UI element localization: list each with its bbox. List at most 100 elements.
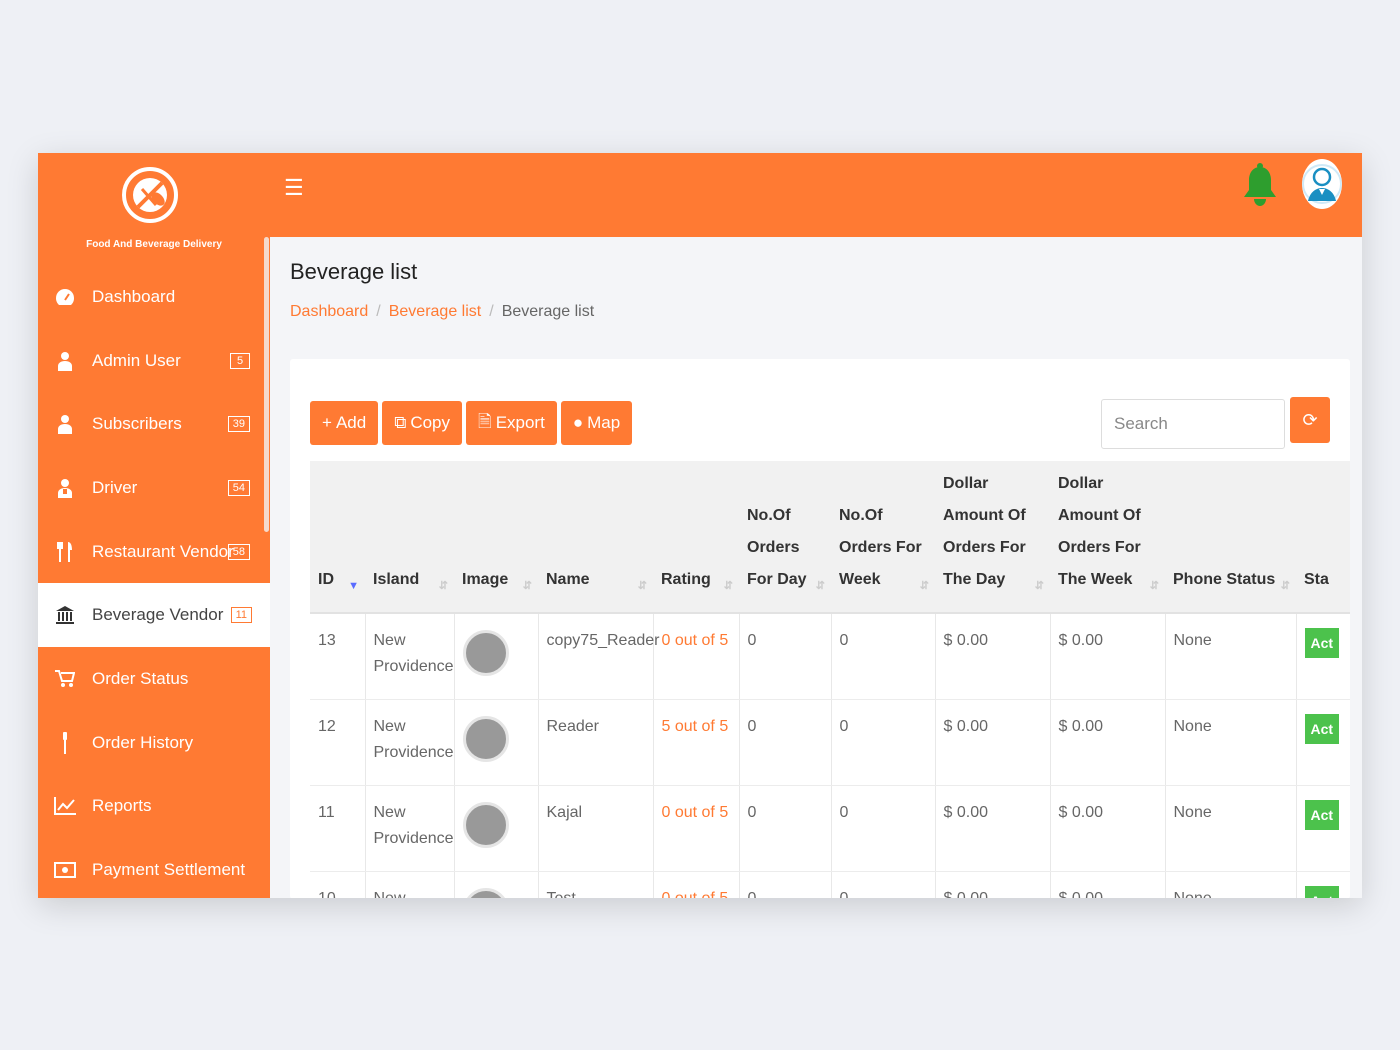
column-header-orders-day[interactable]: No.Of Orders For Day ⇵ [739, 461, 831, 614]
sidebar-item-label: Admin User [92, 350, 181, 370]
column-header-rating[interactable]: Rating ⇵ [653, 461, 739, 614]
column-header-amount-week[interactable]: Dollar Amount Of Orders For The Week ⇵ [1050, 461, 1165, 614]
sort-icon[interactable]: ⇵ [1149, 580, 1159, 592]
cell-amount-day: $ 0.00 [935, 871, 1051, 898]
count-badge: 5 [230, 352, 250, 369]
cell-orders-week: 0 [831, 699, 936, 786]
copy-button-label: Copy [410, 413, 451, 432]
breadcrumb-separator: / [376, 303, 381, 320]
column-header-phone-status[interactable]: Phone Status ⇵ [1165, 461, 1296, 614]
cell-orders-week: 0 [831, 871, 936, 898]
cell-island: New Providence [365, 699, 455, 786]
column-header-label: Rating [661, 571, 711, 588]
cell-amount-day: $ 0.00 [935, 699, 1051, 786]
column-header-label: ID [318, 571, 334, 588]
column-header-status[interactable]: Sta [1296, 461, 1350, 614]
sort-icon[interactable]: ⇵ [1280, 580, 1290, 592]
status-badge[interactable]: Act [1304, 799, 1340, 830]
sidebar-item-subscribers[interactable]: Subscribers 39 [38, 392, 270, 456]
column-header-label: Sta [1304, 571, 1329, 588]
cell-orders-week: 0 [831, 785, 936, 872]
sort-icon[interactable]: ⇵ [438, 580, 448, 592]
sort-icon[interactable]: ⇵ [723, 580, 733, 592]
sidebar-item-order-history[interactable]: Order History [38, 711, 270, 775]
cell-status: Act [1296, 871, 1350, 898]
sidebar-item-driver[interactable]: Driver 54 [38, 456, 270, 520]
cell-amount-day: $ 0.00 [935, 785, 1051, 872]
table-row[interactable]: 10 New Test 0 out of 5 0 0 $ 0.00 $ 0.00… [310, 871, 1350, 898]
hamburger-icon[interactable]: ☰ [284, 175, 304, 200]
column-header-orders-week[interactable]: No.Of Orders For Week ⇵ [831, 461, 935, 614]
status-badge[interactable]: Act [1304, 628, 1340, 658]
refresh-icon[interactable]: ⟳ [1290, 397, 1330, 443]
column-header-name[interactable]: Name ⇵ [538, 461, 653, 614]
cell-id: 10 [310, 871, 366, 898]
add-button-label: Add [335, 413, 367, 432]
table-row[interactable]: 13 New Providence copy75_Reader 0 out of… [310, 613, 1350, 700]
cell-phone-status: None [1165, 785, 1297, 872]
chart-icon [54, 795, 76, 817]
export-button[interactable]: 🗎 Export [466, 401, 557, 445]
status-badge[interactable]: Act [1304, 885, 1340, 898]
sidebar-item-beverage-vendor[interactable]: Beverage Vendor 11 [38, 583, 270, 648]
add-button[interactable]: + Add [310, 401, 379, 445]
cell-amount-week: $ 0.00 [1050, 871, 1166, 898]
user-icon [54, 413, 76, 435]
column-header-image[interactable]: Image ⇵ [454, 461, 538, 614]
dashboard-icon [54, 286, 76, 308]
sort-desc-icon[interactable]: ▼ [348, 580, 359, 592]
sidebar-item-admin-user[interactable]: Admin User 5 [38, 329, 270, 393]
vendor-image-icon[interactable] [462, 801, 509, 848]
user-avatar-icon[interactable] [1302, 159, 1342, 209]
sort-icon[interactable]: ⇵ [815, 580, 825, 592]
cell-rating: 0 out of 5 [653, 871, 740, 898]
vendor-image-icon[interactable] [462, 887, 509, 898]
copy-button[interactable]: ⧉ Copy [382, 401, 463, 445]
beverage-table: ID ▼ Island ⇵ Image ⇵ Name ⇵ Rating ⇵ No.Of O… [310, 461, 1350, 898]
column-header-amount-day[interactable]: Dollar Amount Of Orders For The Day ⇵ [935, 461, 1050, 614]
cell-id: 11 [310, 785, 366, 872]
sort-icon[interactable]: ⇵ [919, 580, 929, 592]
column-header-label: Dollar Amount Of Orders For The Week [1058, 475, 1141, 588]
map-button[interactable]: ● Map [560, 401, 633, 445]
sort-icon[interactable]: ⇵ [522, 580, 532, 592]
beverage-list-card: + Add ⧉ Copy 🗎 Export ● Map ⟳ [290, 359, 1350, 898]
vendor-image-icon[interactable] [462, 630, 509, 676]
plus-icon: + [322, 413, 332, 432]
cart-icon [54, 668, 76, 690]
sidebar-item-order-status[interactable]: Order Status [38, 647, 270, 711]
cell-status: Act [1296, 699, 1350, 786]
column-header-island[interactable]: Island ⇵ [365, 461, 454, 614]
sidebar-item-label: Payment Settlement [92, 860, 246, 880]
sidebar-item-payment-settlement[interactable]: Payment Settlement [38, 838, 270, 898]
column-header-label: Name [546, 571, 590, 588]
column-header-id[interactable]: ID ▼ [310, 461, 365, 614]
breadcrumb-dashboard[interactable]: Dashboard [290, 303, 369, 320]
money-icon [54, 859, 76, 881]
sidebar-item-restaurant-vendor[interactable]: Restaurant Vendor 58 [38, 520, 270, 584]
user-icon [54, 350, 76, 372]
sidebar-item-reports[interactable]: Reports [38, 775, 270, 839]
driver-icon [54, 477, 76, 499]
vendor-image-icon[interactable] [462, 715, 509, 762]
sort-icon[interactable]: ⇵ [1034, 580, 1044, 592]
cell-image [454, 785, 539, 872]
cell-island: New Providence [365, 613, 455, 700]
table-row[interactable]: 12 New Providence Reader 5 out of 5 0 0 … [310, 699, 1350, 786]
sidebar-item-label: Restaurant Vendor [92, 541, 234, 561]
sort-icon[interactable]: ⇵ [637, 580, 647, 592]
search-input[interactable] [1101, 399, 1285, 449]
sidebar-nav: Dashboard Admin User 5 Subscribers 39 [38, 265, 270, 898]
breadcrumb-beverage-list[interactable]: Beverage list [388, 303, 482, 320]
copy-icon: ⧉ [394, 413, 407, 432]
page-title: Beverage list [290, 259, 418, 284]
table-header-row: ID ▼ Island ⇵ Image ⇵ Name ⇵ Rating ⇵ No.Of O… [310, 461, 1350, 614]
sidebar-item-dashboard[interactable]: Dashboard [38, 265, 270, 329]
status-badge[interactable]: Act [1304, 713, 1340, 744]
sidebar-scrollbar[interactable] [264, 237, 269, 532]
table-row[interactable]: 11 New Providence Kajal 0 out of 5 0 0 $… [310, 785, 1350, 872]
bell-icon[interactable] [1240, 161, 1280, 213]
column-header-label: No.Of Orders For Week [839, 507, 922, 588]
utensils-logo-icon[interactable] [122, 167, 178, 223]
cell-amount-week: $ 0.00 [1050, 613, 1166, 700]
